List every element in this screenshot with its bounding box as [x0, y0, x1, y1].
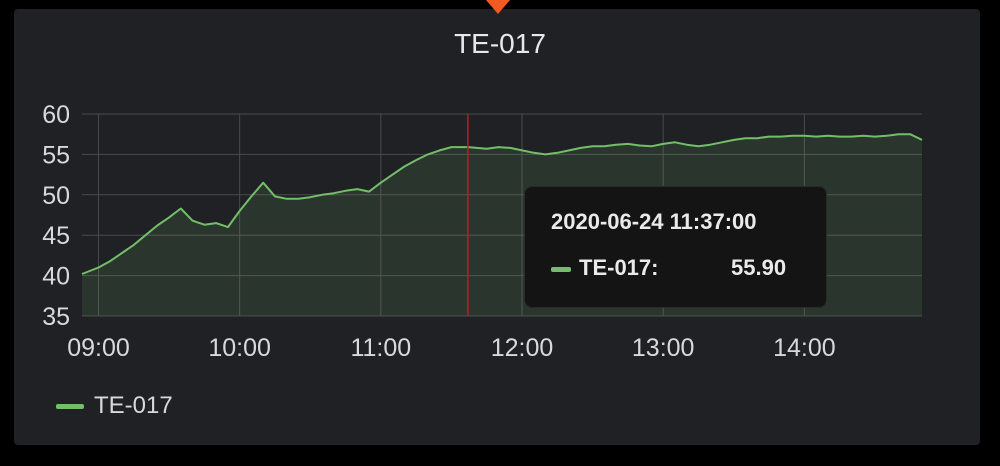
panel-drag-marker-icon[interactable]	[486, 0, 510, 14]
x-tick-label: 10:00	[208, 334, 271, 362]
tooltip-timestamp: 2020-06-24 11:37:00	[551, 209, 757, 234]
y-tick-label: 55	[42, 141, 70, 169]
tooltip-series-row: TE-017: 55.90	[551, 255, 811, 283]
legend-item[interactable]: TE-017	[56, 392, 256, 420]
tooltip-series-swatch	[551, 267, 571, 272]
x-tick-label: 14:00	[773, 334, 836, 362]
legend-label[interactable]: TE-017	[94, 392, 173, 419]
y-axis: 35 40 45 50 55 60	[42, 101, 70, 331]
tooltip-series-label: TE-017:	[579, 255, 659, 280]
panel-title[interactable]: TE-017	[454, 28, 546, 59]
x-tick-label: 12:00	[491, 334, 554, 362]
y-tick-label: 45	[42, 222, 70, 250]
x-tick-label: 11:00	[350, 334, 411, 362]
x-tick-label: 13:00	[632, 334, 695, 362]
series-line	[81, 133, 923, 275]
y-tick-label: 60	[42, 101, 70, 129]
x-axis: 09:00 10:00 11:00 12:00 13:00 14:00	[67, 334, 835, 362]
tooltip-series-value: 55.90	[731, 255, 787, 280]
y-tick-label: 35	[42, 303, 70, 331]
legend-swatch	[56, 404, 84, 409]
x-tick-label: 09:00	[67, 334, 130, 362]
y-tick-label: 40	[42, 263, 70, 291]
y-tick-label: 50	[42, 182, 70, 210]
hover-tooltip: 2020-06-24 11:37:00 TE-017: 55.90	[524, 186, 827, 308]
